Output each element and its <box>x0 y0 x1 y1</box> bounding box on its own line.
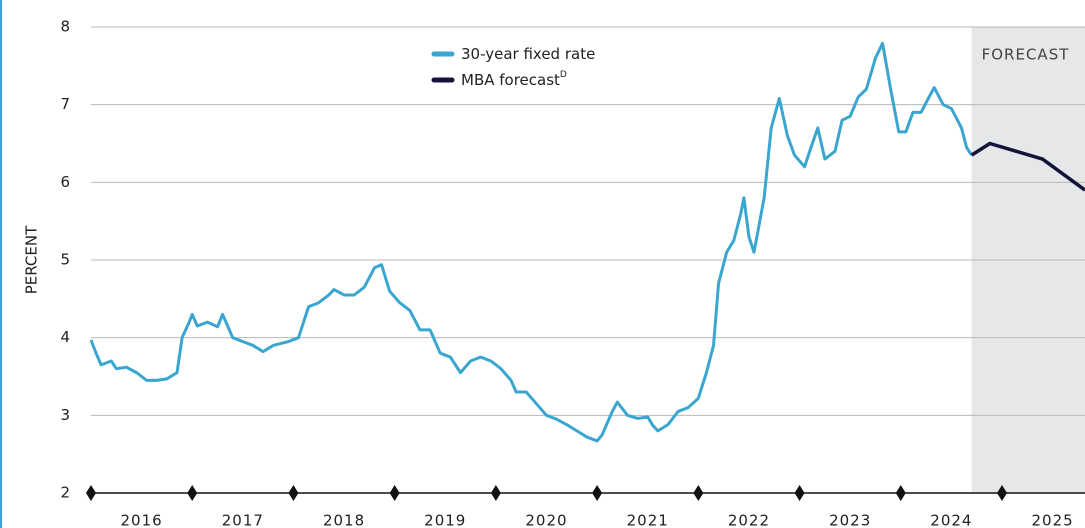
x-tick-diamond <box>288 485 299 501</box>
x-tick-diamond <box>490 485 501 501</box>
legend-label: MBA forecastD <box>461 70 567 89</box>
x-tick-label: 2025 <box>1032 512 1074 528</box>
forecast-label: FORECAST <box>982 46 1070 64</box>
x-tick-label: 2024 <box>930 512 972 528</box>
x-tick-label: 2020 <box>525 512 567 528</box>
y-tick-label: 6 <box>60 173 70 191</box>
x-tick-label: 2023 <box>829 512 871 528</box>
y-tick-label: 5 <box>60 251 70 269</box>
y-tick-label: 4 <box>60 328 70 346</box>
x-tick-label: 2017 <box>222 512 264 528</box>
x-tick-diamond <box>794 485 805 501</box>
legend-superscript: D <box>560 70 567 80</box>
y-axis-label: PERCENT <box>23 225 41 294</box>
x-tick-label: 2018 <box>323 512 365 528</box>
x-tick-diamond <box>592 485 603 501</box>
x-tick-label: 2021 <box>627 512 669 528</box>
legend-label: 30-year fixed rate <box>461 45 595 63</box>
y-tick-label: 2 <box>60 484 70 502</box>
x-tick-diamond <box>187 485 198 501</box>
x-tick-label: 2022 <box>728 512 770 528</box>
y-tick-label: 7 <box>60 95 70 113</box>
x-tick-diamond <box>996 485 1007 501</box>
legend-name: 30-year fixed rate <box>461 45 595 63</box>
x-tick-diamond <box>389 485 400 501</box>
series-line <box>970 141 1085 192</box>
legend-name: MBA forecast <box>461 71 560 89</box>
series-line <box>89 41 973 443</box>
x-tick-diamond <box>895 485 906 501</box>
x-tick-label: 2019 <box>424 512 466 528</box>
x-tick-label: 2016 <box>121 512 163 528</box>
x-tick-diamond <box>86 485 96 501</box>
y-tick-label: 3 <box>60 406 70 424</box>
y-tick-label: 8 <box>60 18 70 36</box>
x-tick-diamond <box>693 485 704 501</box>
